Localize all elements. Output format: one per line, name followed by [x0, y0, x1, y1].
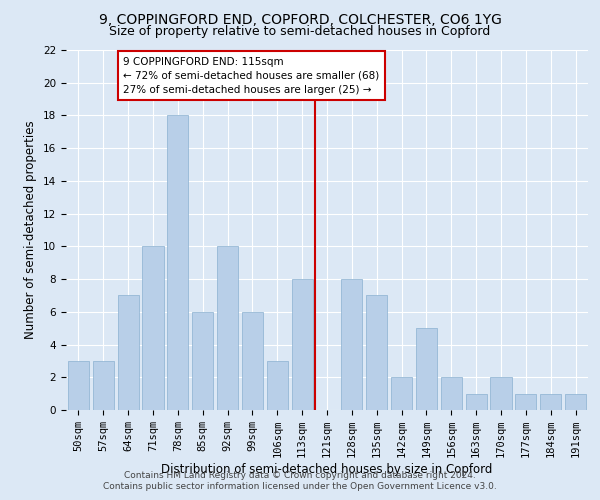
Text: Size of property relative to semi-detached houses in Copford: Size of property relative to semi-detach…: [109, 25, 491, 38]
Bar: [93, 361, 114, 410]
Bar: [416, 328, 437, 410]
Bar: [540, 394, 561, 410]
X-axis label: Distribution of semi-detached houses by size in Copford: Distribution of semi-detached houses by …: [161, 463, 493, 476]
Bar: [466, 394, 487, 410]
Text: 9, COPPINGFORD END, COPFORD, COLCHESTER, CO6 1YG: 9, COPPINGFORD END, COPFORD, COLCHESTER,…: [98, 12, 502, 26]
Bar: [267, 361, 288, 410]
Bar: [515, 394, 536, 410]
Bar: [192, 312, 213, 410]
Bar: [490, 378, 512, 410]
Text: Contains public sector information licensed under the Open Government Licence v3: Contains public sector information licen…: [103, 482, 497, 491]
Bar: [366, 296, 387, 410]
Bar: [242, 312, 263, 410]
Text: 9 COPPINGFORD END: 115sqm
← 72% of semi-detached houses are smaller (68)
27% of : 9 COPPINGFORD END: 115sqm ← 72% of semi-…: [123, 56, 379, 94]
Bar: [341, 279, 362, 410]
Bar: [565, 394, 586, 410]
Bar: [391, 378, 412, 410]
Text: Contains HM Land Registry data © Crown copyright and database right 2024.: Contains HM Land Registry data © Crown c…: [124, 471, 476, 480]
Bar: [68, 361, 89, 410]
Bar: [292, 279, 313, 410]
Bar: [217, 246, 238, 410]
Y-axis label: Number of semi-detached properties: Number of semi-detached properties: [25, 120, 37, 340]
Bar: [167, 116, 188, 410]
Bar: [142, 246, 164, 410]
Bar: [118, 296, 139, 410]
Bar: [441, 378, 462, 410]
